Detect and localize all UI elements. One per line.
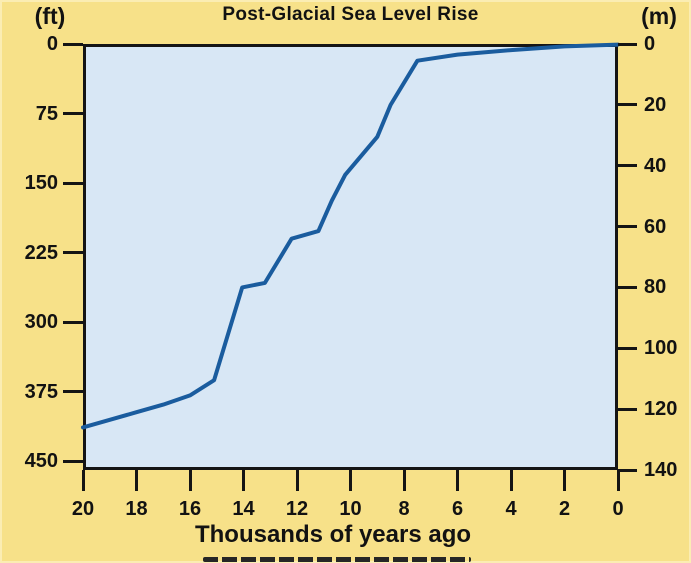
x-axis-tick-label: 4 (505, 498, 517, 520)
x-axis-tick (135, 470, 138, 491)
right-axis-tick-label: 60 (644, 215, 667, 238)
right-axis-tick-label: 80 (644, 276, 667, 299)
x-axis-tick-label: 12 (285, 498, 309, 520)
right-axis-tick-label: 40 (644, 154, 667, 177)
x-axis-tick (509, 470, 513, 491)
left-axis-tick-label: 75 (35, 102, 58, 125)
right-axis-tick (618, 407, 637, 411)
right-axis-unit-label: (m) (641, 3, 677, 29)
left-axis-tick-label: 375 (24, 380, 58, 403)
x-axis-tick (563, 470, 566, 491)
x-axis-tick (402, 470, 406, 491)
left-axis-tick (63, 112, 83, 116)
left-axis-tick (63, 459, 83, 463)
right-axis-tick (618, 103, 637, 107)
left-axis-tick (63, 390, 83, 394)
x-axis-tick-label: 0 (612, 498, 624, 520)
right-axis-tick-label: 100 (644, 337, 678, 360)
left-axis-tick (63, 181, 83, 185)
right-axis-tick-label: 0 (644, 33, 656, 55)
right-axis-tick (618, 42, 637, 46)
left-axis-tick-label: 0 (46, 33, 58, 55)
x-axis-tick (295, 470, 299, 491)
x-axis-tick-label: 16 (178, 498, 202, 520)
right-axis-tick-label: 20 (644, 93, 667, 116)
x-axis-tick (349, 470, 352, 491)
right-axis-tick (618, 285, 637, 289)
right-axis-tick (618, 164, 637, 168)
x-axis-title: Thousands of years ago (194, 521, 472, 548)
right-axis-tick-label: 140 (644, 459, 678, 481)
x-axis-tick-label: 8 (398, 498, 410, 520)
x-axis-tick-label: 14 (232, 498, 255, 520)
right-axis-tick-label: 120 (644, 398, 678, 421)
x-axis-tick (616, 470, 620, 491)
right-axis-tick (618, 468, 637, 472)
cropped-text-artifact (203, 557, 471, 562)
right-axis-tick (618, 346, 637, 350)
left-axis-tick-label: 150 (24, 172, 58, 195)
x-axis-tick (456, 470, 459, 491)
left-axis-tick (63, 251, 83, 255)
x-axis-tick-label: 20 (71, 498, 95, 520)
x-axis-tick-label: 2 (558, 498, 571, 520)
x-axis-tick (81, 470, 85, 491)
left-axis-unit-label: (ft) (34, 3, 66, 29)
x-axis-tick-label: 10 (339, 498, 362, 520)
left-axis-tick-label: 225 (24, 241, 58, 264)
x-axis-tick (242, 470, 245, 491)
left-axis-tick-label: 450 (24, 450, 58, 473)
chart-title: Post-Glacial Sea Level Rise (222, 4, 479, 25)
x-axis-tick-label: 18 (125, 498, 148, 520)
right-axis-tick (618, 225, 637, 229)
x-axis-tick (188, 470, 192, 491)
left-axis-tick (63, 320, 83, 324)
left-axis-tick-label: 300 (24, 311, 58, 334)
x-axis-tick-label: 6 (451, 498, 464, 520)
plot-area (83, 44, 618, 470)
left-axis-tick (63, 42, 83, 46)
